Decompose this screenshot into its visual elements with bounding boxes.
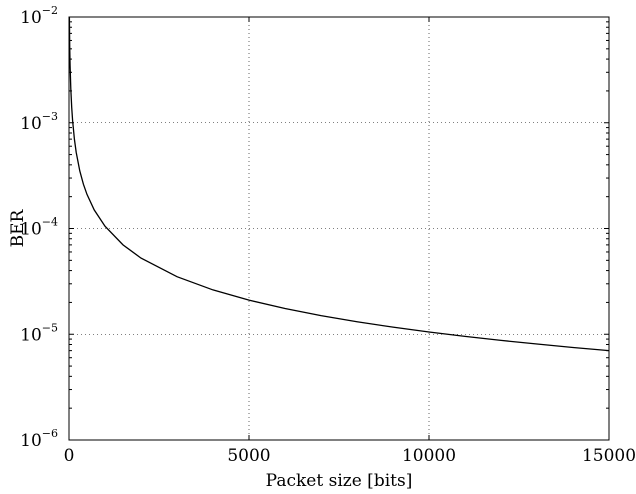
y-tick-base: 10: [20, 114, 42, 134]
y-tick-base: 10: [20, 220, 42, 240]
y-tick-label: 10−5: [20, 321, 58, 345]
y-tick-exponent: −2: [42, 4, 58, 17]
y-axis-title: BER: [8, 208, 28, 247]
y-tick-exponent: −5: [42, 321, 58, 334]
y-tick-base: 10: [20, 8, 42, 28]
curve-layer: [69, 17, 609, 352]
y-tick-label: 10−6: [20, 427, 58, 451]
x-tick-label: 10000: [402, 446, 456, 466]
y-tick-base: 10: [20, 431, 42, 451]
x-tick-label: 0: [64, 446, 75, 466]
grid-lines: [69, 17, 609, 440]
x-tick-label: 5000: [227, 446, 270, 466]
y-tick-label: 10−3: [20, 110, 58, 134]
ber-curve: [69, 17, 609, 352]
y-tick-base: 10: [20, 325, 42, 345]
y-tick-exponent: −6: [42, 427, 58, 440]
y-tick-exponent: −4: [42, 216, 58, 229]
x-axis-title: Packet size [bits]: [266, 471, 413, 491]
y-tick-exponent: −3: [42, 110, 58, 123]
y-tick-label: 10−2: [20, 4, 58, 28]
x-tick-label: 15000: [582, 446, 636, 466]
y-tick-label: 10−4: [20, 216, 58, 240]
tick-marks: [68, 16, 610, 441]
